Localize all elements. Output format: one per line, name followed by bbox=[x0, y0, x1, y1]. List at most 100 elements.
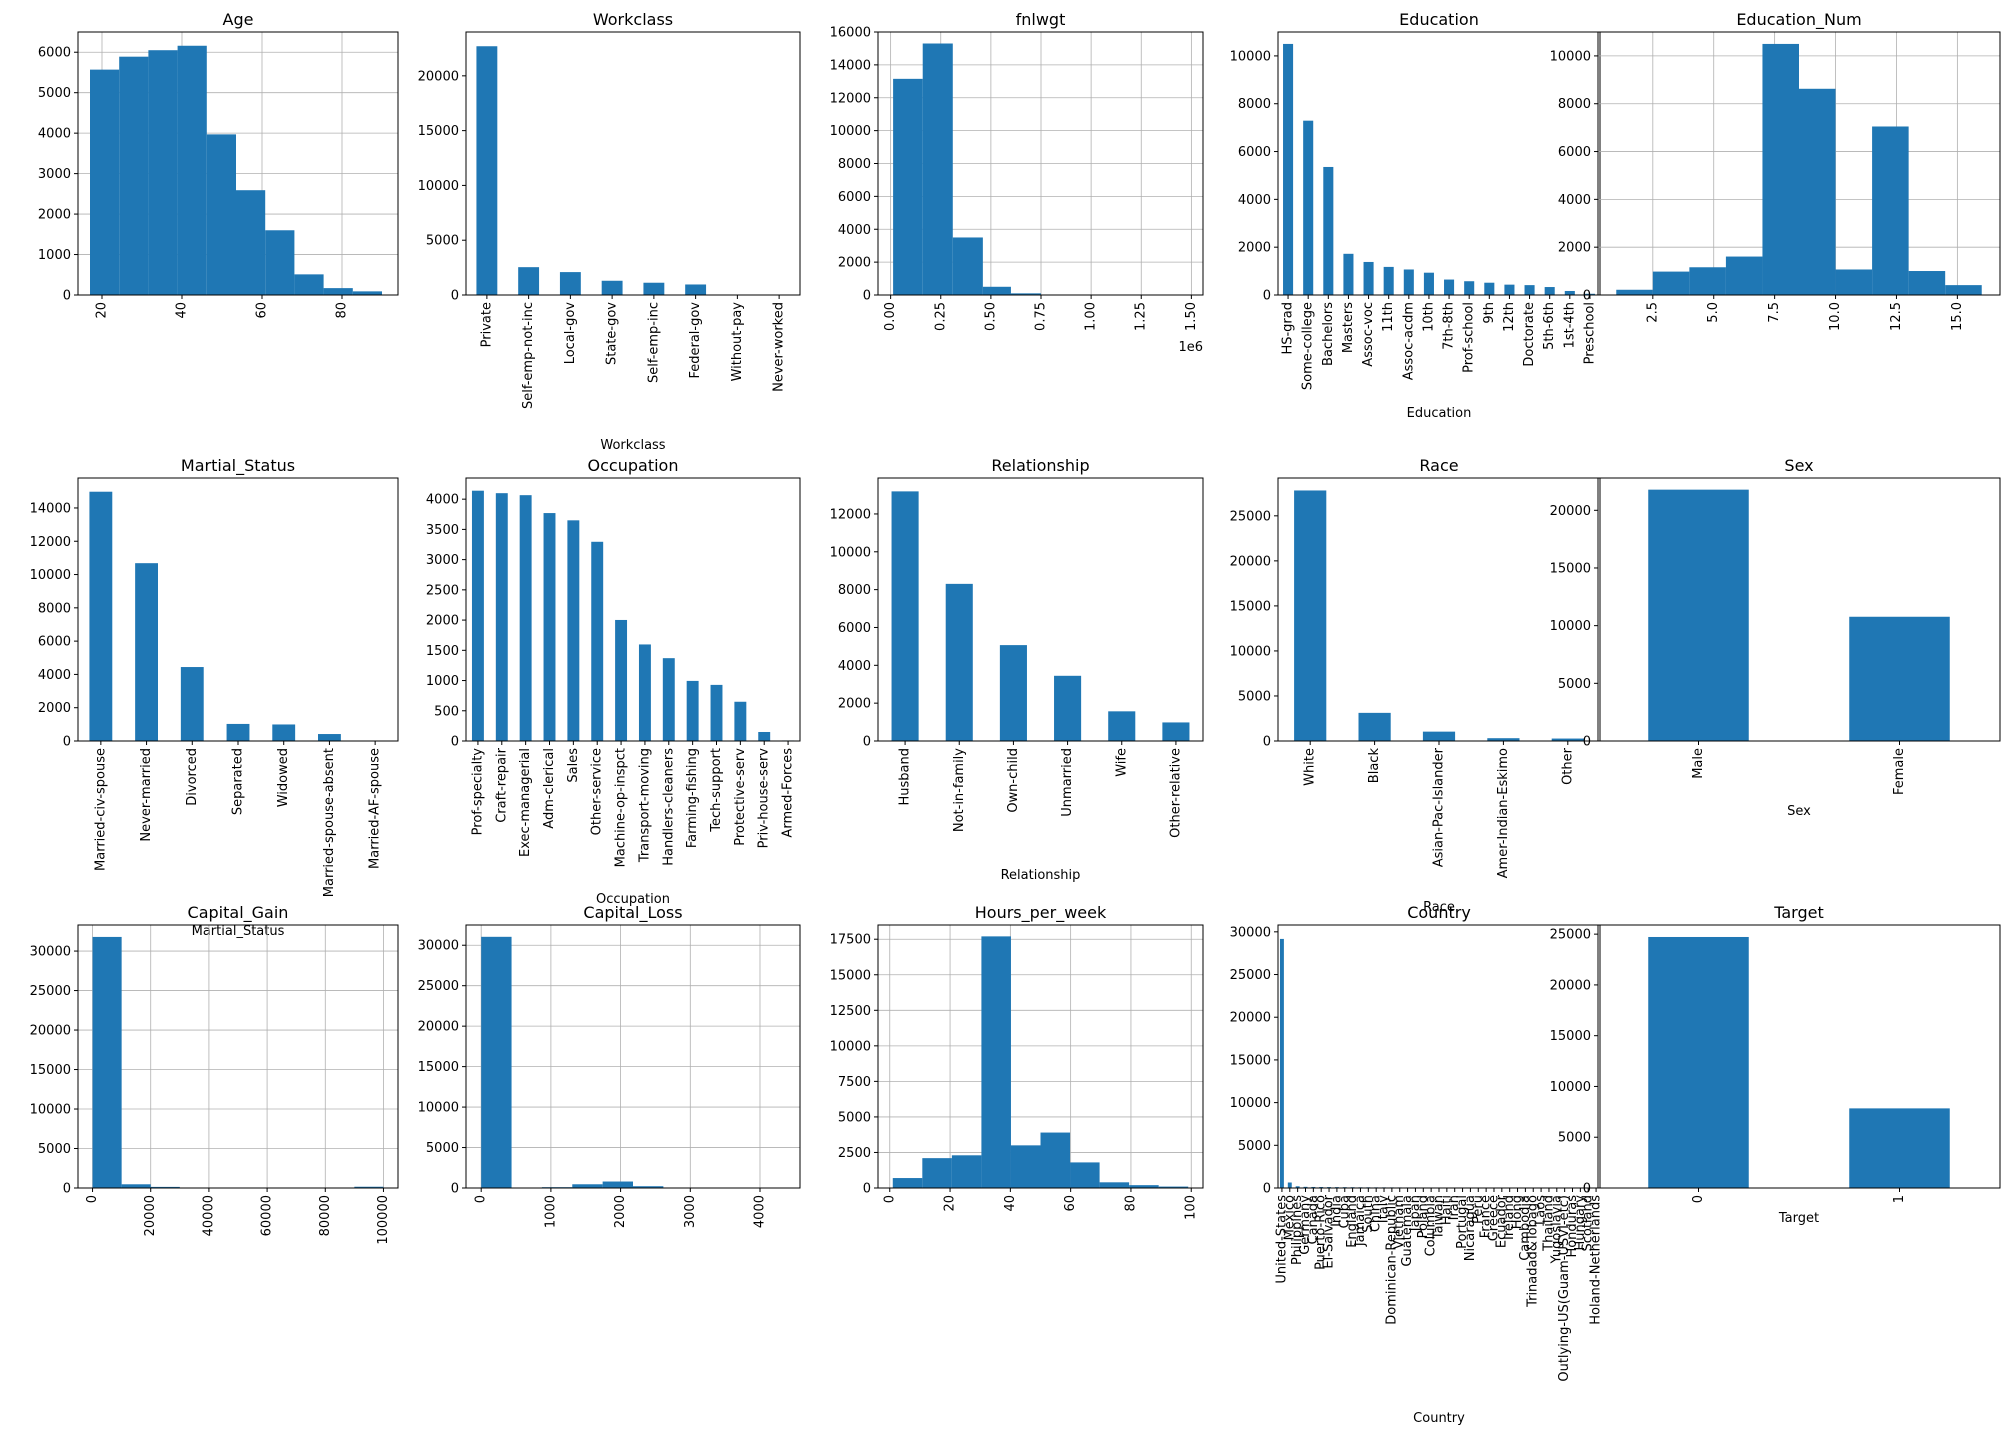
bar bbox=[1054, 675, 1082, 741]
y-tick-label: 3500 bbox=[426, 523, 459, 538]
x-tick-label: 100 bbox=[1184, 1195, 1199, 1220]
y-tick-label: 10000 bbox=[1550, 1080, 1591, 1095]
histogram-bar bbox=[982, 286, 1011, 295]
y-tick-label: 25000 bbox=[1550, 928, 1591, 943]
y-tick-label: 30000 bbox=[418, 939, 459, 954]
x-tick-label: 15.0 bbox=[1950, 302, 1965, 331]
x-tick-label: Other-service bbox=[590, 748, 605, 835]
y-tick-label: 0 bbox=[863, 289, 871, 304]
x-tick-label: 1st-4th bbox=[1562, 302, 1577, 348]
x-tick-label: Peru bbox=[1471, 1195, 1486, 1224]
x-tick-label: Unmarried bbox=[1060, 748, 1075, 817]
y-tick-label: 15000 bbox=[30, 1063, 71, 1078]
bars bbox=[1283, 43, 1595, 296]
chart-title: Country bbox=[1407, 903, 1471, 922]
x-tick-label: Handlers-cleaners bbox=[661, 748, 676, 866]
bar bbox=[686, 680, 699, 741]
chart-title: Martial_Status bbox=[181, 456, 295, 476]
bar bbox=[1358, 712, 1391, 741]
x-tick-label: Armed-Forces bbox=[781, 748, 796, 838]
y-tick-label: 5000 bbox=[838, 1110, 871, 1125]
histogram-bar bbox=[177, 45, 207, 295]
y-tick-label: 4000 bbox=[38, 668, 71, 683]
bar bbox=[891, 491, 919, 741]
x-tick-label: 80000 bbox=[318, 1195, 333, 1236]
y-tick-label: 6000 bbox=[838, 621, 871, 636]
y-tick-label: 4000 bbox=[1558, 193, 1591, 208]
chart-occupation: 0 500 1000 1500 2000 2500 3000 3500 4000 Prof-spe… bbox=[426, 456, 801, 907]
x-tick-label: France bbox=[1479, 1195, 1494, 1238]
x-tick-label: Nicaragua bbox=[1463, 1195, 1478, 1261]
bar bbox=[476, 46, 498, 295]
x-tick-label: Japan bbox=[1408, 1195, 1423, 1232]
histogram-bar bbox=[951, 1155, 982, 1188]
y-tick-label: 20000 bbox=[1230, 554, 1271, 569]
histogram-bar bbox=[1099, 1182, 1130, 1188]
x-tick-label: Doctorate bbox=[1522, 302, 1537, 367]
bar bbox=[1524, 285, 1535, 295]
x-tick-label: 80 bbox=[335, 302, 350, 319]
y-tick-label: 0 bbox=[1263, 1182, 1271, 1197]
x-tick-label: 60000 bbox=[260, 1195, 275, 1236]
bar bbox=[1487, 738, 1520, 741]
chart-education_num: 0 2000 4000 6000 8000 10000 2.5 5.0 7.5 10.0 12.5 1… bbox=[1550, 10, 2001, 331]
y-tick-label: 12000 bbox=[30, 535, 71, 550]
y-tick-label: 0 bbox=[863, 735, 871, 750]
x-tick-label: Cuba bbox=[1337, 1195, 1352, 1229]
x-tick-label: Vietnam bbox=[1392, 1195, 1407, 1249]
bar bbox=[999, 645, 1027, 741]
y-tick-label: 0 bbox=[1263, 735, 1271, 750]
bar bbox=[471, 490, 484, 741]
histogram-bar bbox=[1945, 285, 1982, 295]
x-tick-label: Ireland bbox=[1502, 1195, 1517, 1240]
y-tick-label: 8000 bbox=[1558, 97, 1591, 112]
y-tick-label: 20000 bbox=[1550, 978, 1591, 993]
bar bbox=[1343, 253, 1354, 295]
x-tick-label: 0.00 bbox=[883, 302, 898, 331]
x-tick-label: Prof-specialty bbox=[470, 748, 485, 836]
chart-marital_status: 0 2000 4000 6000 8000 10000 12000 14000 Married-… bbox=[30, 456, 399, 939]
chart-capital_gain: 0 5000 10000 15000 20000 25000 30000 0 20000 4000… bbox=[30, 903, 399, 1245]
chart-title: Hours_per_week bbox=[975, 903, 1107, 923]
chart-title: Occupation bbox=[588, 456, 679, 475]
y-tick-label: 2000 bbox=[1238, 241, 1271, 256]
axes-frame bbox=[1597, 31, 2001, 296]
x-tick-label: 0 bbox=[474, 1195, 489, 1203]
x-tick-label: 0.25 bbox=[933, 302, 948, 331]
bar bbox=[615, 619, 628, 741]
x-tick-label: 40 bbox=[1003, 1195, 1018, 1212]
y-tick-label: 15000 bbox=[418, 124, 459, 139]
bars bbox=[1648, 489, 1950, 741]
x-tick-label: Not-in-family bbox=[952, 748, 967, 832]
y-tick-label: 4000 bbox=[1238, 193, 1271, 208]
histogram-bar bbox=[1835, 269, 1873, 295]
x-tick-label: El-Salvador bbox=[1322, 1194, 1337, 1268]
axes-frame bbox=[1277, 31, 1601, 296]
x-tick-label: Male bbox=[1691, 748, 1706, 779]
histogram-bar bbox=[952, 237, 983, 295]
x-tick-label: Cambodia bbox=[1518, 1195, 1533, 1261]
x-tick-label: White bbox=[1303, 748, 1318, 786]
y-tick-label: 0 bbox=[863, 1182, 871, 1197]
x-tick-label: Local-gov bbox=[563, 302, 578, 365]
y-tick-label: 0 bbox=[63, 1182, 71, 1197]
chart-capital_loss: 0 5000 10000 15000 20000 25000 30000 0 1000 2000 3… bbox=[418, 903, 801, 1228]
x-tick-label: Bachelors bbox=[1321, 302, 1336, 366]
x-tick-label: South bbox=[1361, 1195, 1376, 1233]
bars bbox=[893, 43, 1190, 295]
x-tick-label: Other bbox=[1560, 747, 1575, 785]
histogram-bar bbox=[1652, 271, 1690, 295]
x-tick-label: HS-grad bbox=[1281, 302, 1296, 355]
y-tick-label: 4000 bbox=[838, 659, 871, 674]
x-axis-label: Occupation bbox=[596, 892, 670, 907]
x-tick-label: 40000 bbox=[201, 1195, 216, 1236]
histogram-bar bbox=[922, 43, 953, 295]
histogram-bar bbox=[206, 134, 236, 295]
x-tick-label: Transport-moving bbox=[637, 748, 652, 863]
x-tick-label: 10th bbox=[1421, 302, 1436, 332]
bar bbox=[1383, 266, 1394, 295]
y-tick-label: 2000 bbox=[38, 701, 71, 716]
x-tick-label: Separated bbox=[231, 748, 246, 815]
bar bbox=[1849, 1108, 1950, 1188]
